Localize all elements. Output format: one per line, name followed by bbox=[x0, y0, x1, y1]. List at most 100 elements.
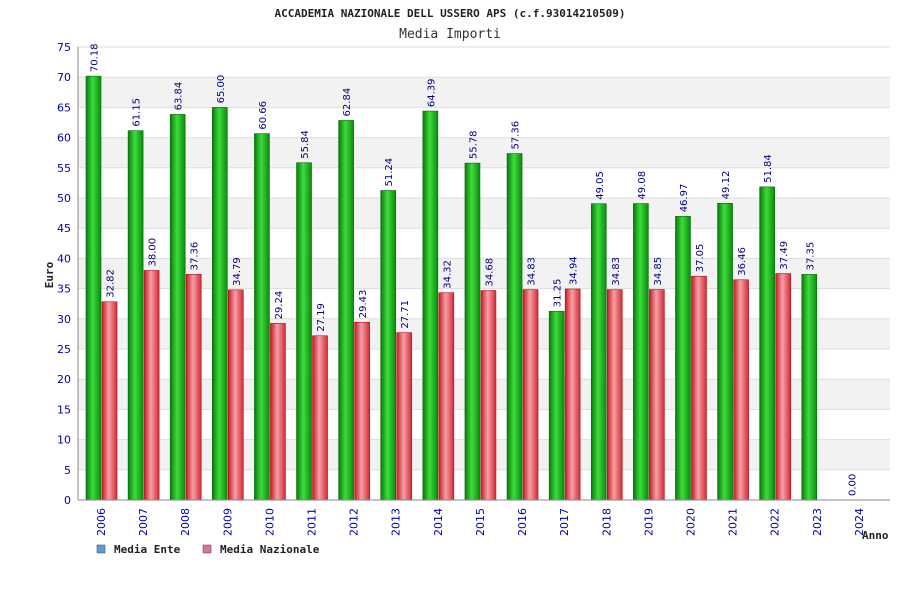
bars bbox=[85, 75, 818, 501]
legend-swatch-media-nazionale bbox=[202, 544, 212, 554]
bar-media-ente-2019 bbox=[633, 203, 649, 501]
x-tick-label: 2017 bbox=[558, 508, 571, 536]
value-label: 36.46 bbox=[737, 247, 748, 276]
value-label: 34.68 bbox=[484, 258, 495, 287]
bar-media-nazionale-2013 bbox=[396, 332, 413, 501]
bar-media-ente-2006 bbox=[85, 75, 102, 501]
y-tick-label: 65 bbox=[57, 101, 71, 114]
y-tick-label: 45 bbox=[57, 222, 71, 235]
y-tick-label: 55 bbox=[57, 162, 71, 175]
x-axis-label: Anno bbox=[862, 529, 889, 542]
x-tick-label: 2016 bbox=[516, 508, 529, 536]
y-tick-label: 30 bbox=[57, 313, 71, 326]
value-label: 46.97 bbox=[679, 184, 690, 213]
value-label: 57.36 bbox=[511, 121, 522, 150]
bar-media-ente-2015 bbox=[464, 162, 481, 501]
bar-media-ente-2007 bbox=[127, 130, 144, 501]
bar-media-nazionale-2020 bbox=[691, 275, 707, 501]
value-label: 55.84 bbox=[300, 130, 311, 159]
x-tick-label: 2019 bbox=[642, 508, 655, 536]
bar-media-nazionale-2016 bbox=[522, 289, 539, 501]
bar-media-ente-2021 bbox=[717, 203, 733, 501]
value-label: 38.00 bbox=[148, 238, 159, 267]
x-tick-label: 2020 bbox=[684, 508, 697, 536]
value-label: 37.49 bbox=[779, 241, 790, 270]
bar-media-ente-2023 bbox=[801, 274, 818, 501]
bar-media-nazionale-2009 bbox=[228, 289, 244, 501]
value-label: 32.82 bbox=[106, 269, 117, 298]
value-label: 60.66 bbox=[258, 101, 269, 130]
legend-swatch-media-ente bbox=[96, 544, 106, 554]
bar-media-nazionale-2006 bbox=[101, 301, 118, 501]
value-label: 27.71 bbox=[400, 300, 411, 329]
y-tick-label: 50 bbox=[57, 192, 71, 205]
y-tick-label: 35 bbox=[57, 283, 71, 296]
bar-media-ente-2012 bbox=[338, 120, 354, 501]
chart-title: ACCADEMIA NAZIONALE DELL USSERO APS (c.f… bbox=[275, 7, 626, 20]
legend: Media Ente Media Nazionale bbox=[96, 543, 320, 556]
bar-media-nazionale-2015 bbox=[480, 290, 497, 501]
bar-media-nazionale-2019 bbox=[649, 289, 665, 501]
grid-band bbox=[78, 77, 890, 108]
x-tick-label: 2009 bbox=[221, 508, 234, 536]
value-labels: 70.18 32.82 61.15 38.00 63.84 37.36 65.00 34.79… bbox=[90, 43, 859, 496]
bar-media-ente-2011 bbox=[296, 162, 312, 501]
bar-media-ente-2010 bbox=[254, 133, 270, 501]
y-tick-label: 10 bbox=[57, 434, 71, 447]
value-label: 31.25 bbox=[553, 279, 564, 308]
x-tick-label: 2007 bbox=[137, 508, 150, 536]
value-label: 65.00 bbox=[216, 75, 227, 104]
bar-media-nazionale-2021 bbox=[733, 279, 749, 501]
y-axis-label: Euro bbox=[43, 261, 56, 288]
value-label: 49.12 bbox=[721, 171, 732, 200]
x-tick-label: 2013 bbox=[390, 508, 403, 536]
legend-label-media-ente: Media Ente bbox=[114, 543, 181, 556]
value-label: 34.79 bbox=[232, 257, 243, 286]
x-tick-label: 2014 bbox=[432, 508, 445, 536]
value-label: 63.84 bbox=[174, 82, 185, 111]
value-label: 61.15 bbox=[132, 98, 143, 127]
value-label: 70.18 bbox=[90, 43, 101, 72]
y-tick-label: 20 bbox=[57, 373, 71, 386]
value-label: 29.43 bbox=[358, 290, 369, 319]
bar-media-nazionale-2017 bbox=[564, 288, 581, 501]
bar-media-ente-2008 bbox=[169, 114, 186, 501]
value-label: 64.39 bbox=[426, 78, 437, 107]
y-tick-label: 70 bbox=[57, 71, 71, 84]
x-tick-label: 2011 bbox=[306, 508, 319, 536]
legend-label-media-nazionale: Media Nazionale bbox=[220, 543, 320, 556]
x-tick-label: 2021 bbox=[727, 508, 740, 536]
value-label: 51.24 bbox=[384, 158, 395, 187]
bar-media-nazionale-2008 bbox=[185, 274, 202, 501]
value-label: 34.85 bbox=[653, 257, 664, 286]
value-label: 37.05 bbox=[695, 244, 706, 273]
y-tick-label: 5 bbox=[64, 464, 71, 477]
value-label: 62.84 bbox=[342, 88, 353, 117]
x-tick-label: 2022 bbox=[769, 508, 782, 536]
bar-media-nazionale-2018 bbox=[606, 289, 623, 501]
x-tick-label: 2008 bbox=[179, 508, 192, 536]
value-label: 34.83 bbox=[527, 257, 538, 286]
x-tick-label: 2010 bbox=[263, 508, 276, 536]
y-tick-label: 25 bbox=[57, 343, 71, 356]
bar-media-nazionale-2022 bbox=[775, 273, 791, 501]
value-label: 37.35 bbox=[805, 242, 816, 271]
bar-media-ente-2013 bbox=[380, 190, 397, 501]
x-tick-label: 2024 bbox=[853, 508, 866, 536]
bar-media-ente-2017 bbox=[548, 310, 565, 501]
value-label: 34.83 bbox=[611, 257, 622, 286]
bar-media-nazionale-2012 bbox=[354, 321, 370, 501]
bar-media-nazionale-2011 bbox=[312, 335, 328, 501]
y-tick-label: 40 bbox=[57, 252, 71, 265]
x-axis-ticks: 2006 2007 2008 2009 2010 2011 2012 2013 2014 2015… bbox=[95, 508, 866, 536]
value-label: 27.19 bbox=[316, 303, 327, 332]
y-axis-ticks: 0 5 10 15 20 25 30 35 40 45 50 55 60 65 70 75 bbox=[57, 41, 71, 507]
x-tick-label: 2012 bbox=[348, 508, 361, 536]
bar-media-nazionale-2010 bbox=[270, 323, 286, 501]
bar-media-ente-2009 bbox=[212, 107, 228, 501]
y-tick-label: 15 bbox=[57, 403, 71, 416]
bar-media-nazionale-2007 bbox=[143, 270, 160, 501]
value-label: 29.24 bbox=[274, 291, 285, 320]
x-tick-label: 2015 bbox=[474, 508, 487, 536]
